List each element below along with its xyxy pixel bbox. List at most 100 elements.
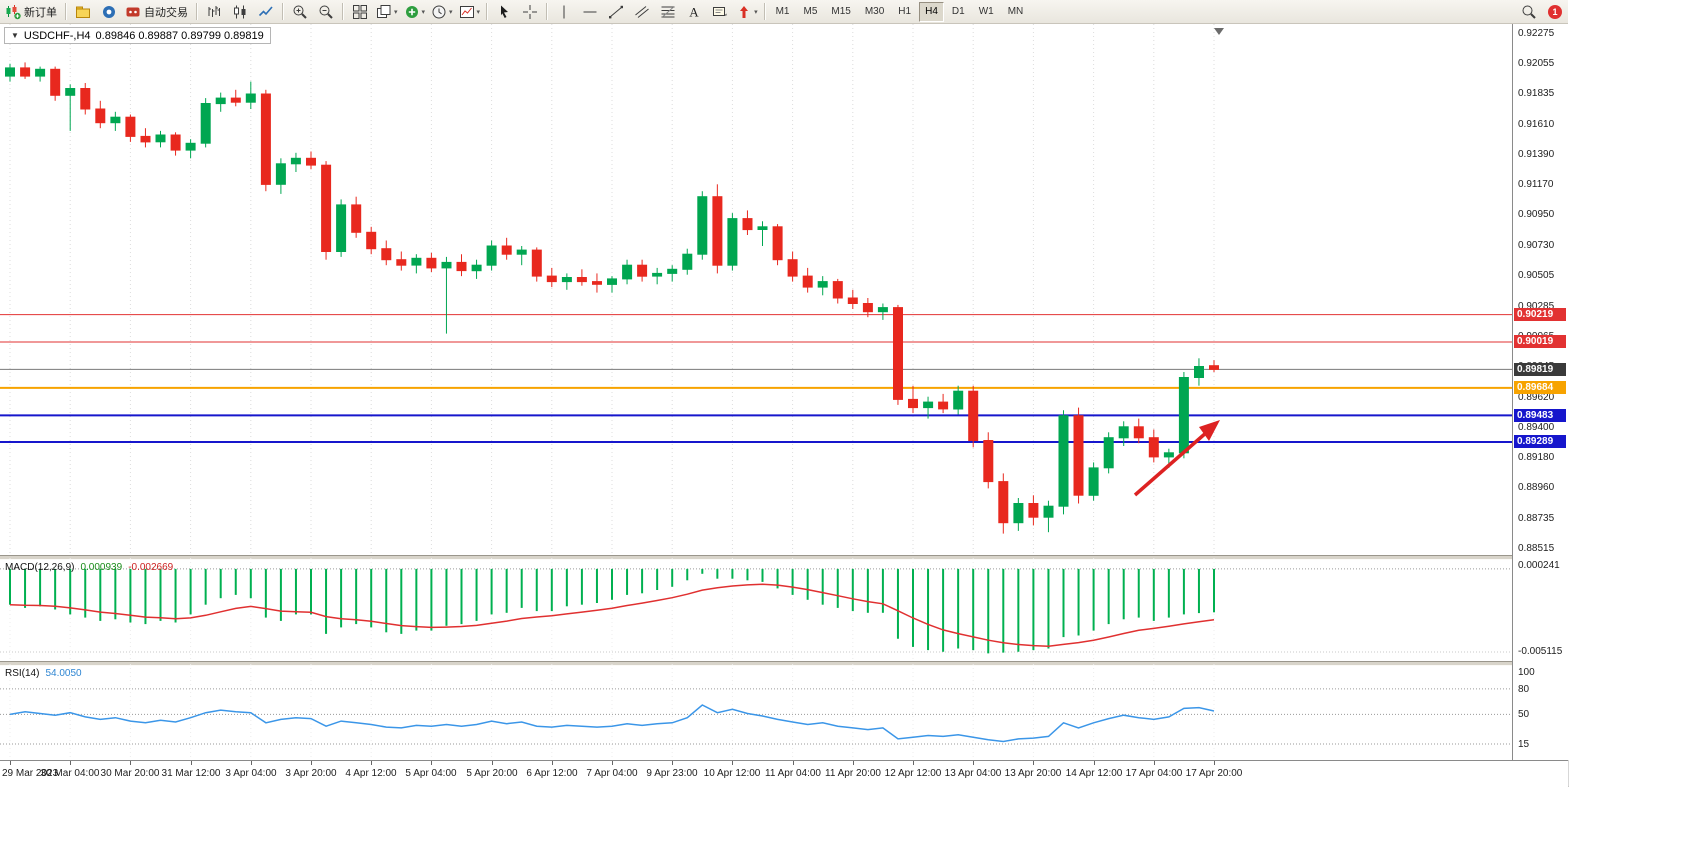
community-icon [103,5,115,18]
crosshair-button[interactable] [517,1,543,23]
charts-profile-button[interactable] [70,1,96,23]
candle-body [757,226,768,231]
price-tick-label: 0.90950 [1518,209,1555,220]
search-button[interactable] [1516,1,1542,23]
clock-icon [432,5,446,18]
timeframe-m1-button[interactable]: M1 [775,6,790,17]
bar-chart-button[interactable] [201,1,227,23]
cascade-windows-icon [377,4,391,18]
timeframe-mn-button[interactable]: MN [1007,6,1024,17]
indicators-button-dropdown-caret[interactable]: ▾ [421,8,426,16]
candle-body [516,249,527,255]
candle-body [1043,505,1054,518]
tile-windows-button[interactable] [347,1,373,23]
fibonacci-icon [661,6,675,17]
timeframe-h1-button[interactable]: H1 [898,6,912,17]
timeframe-m15-button[interactable]: M15 [831,6,851,17]
rsi-line [9,704,1215,743]
support-line-1-price-tag: 0.89483 [1514,409,1566,422]
candle-body [622,264,633,280]
timeframe-w1-button[interactable]: W1 [978,6,994,17]
timeframe-d1-button[interactable]: D1 [951,6,965,17]
price-scale-axis[interactable]: 0.92275 0.92055 0.91835 0.91610 0.91390 0.911… [1512,24,1569,760]
buy-signal-arrow[interactable] [1133,420,1220,497]
templates-button[interactable]: ▾ [456,1,484,23]
svg-text:A: A [689,4,699,19]
time-tick [612,761,613,765]
candle-body [290,157,301,165]
toolbar-separator [342,3,344,20]
candle-body [321,164,332,252]
chart-title-box[interactable]: ▼ USDCHF-,H4 0.89846 0.89887 0.89799 0.8… [4,27,271,44]
time-tick-label: 31 Mar 12:00 [161,768,221,779]
time-tick-label: 6 Apr 12:00 [526,768,578,779]
pane-splitter-rsi[interactable] [0,661,1568,666]
candle-body [1133,426,1144,439]
candle-chart-button[interactable] [227,1,253,23]
pane-splitter-macd[interactable] [0,555,1568,560]
candle-body [441,261,452,269]
time-tick [492,761,493,765]
candle-body [140,135,151,143]
cursor-button[interactable] [491,1,517,23]
time-tick [1214,761,1215,765]
periods-button-dropdown-caret[interactable]: ▾ [449,8,453,16]
community-button[interactable] [96,1,122,23]
candle-body [802,275,813,288]
horizontal-line-icon [583,11,597,12]
price-tick-label: 0.88960 [1518,482,1555,493]
time-tick [1094,761,1095,765]
candle-body [923,401,934,409]
candle-body [908,398,918,409]
main-toolbar: 新订单 自动交易 ▾ ▾ ▾ ▾ A ▾ M1 M5 M15 M30 H1 H4 D1 W1 MN 1 [0,0,1568,24]
trendline-button[interactable] [603,1,629,23]
new-order-button[interactable]: 新订单 [2,1,62,23]
vertical-line-button[interactable] [551,1,577,23]
templates-button-dropdown-caret[interactable]: ▾ [476,8,481,16]
autotrading-button[interactable]: 自动交易 [122,1,193,23]
candle-body [667,268,678,274]
timeframe-m5-button[interactable]: M5 [803,6,818,17]
candle-body [215,97,226,105]
channel-button[interactable] [629,1,655,23]
price-tick-label: 0.91170 [1518,179,1554,190]
time-axis[interactable]: 29 Mar 2023 30 Mar 04:00 30 Mar 20:00 31 Ma… [0,760,1568,787]
chart-shift-marker[interactable] [1214,28,1224,35]
candle-body [35,68,46,77]
arrows-button-dropdown-caret[interactable]: ▾ [754,8,758,16]
line-chart-button[interactable] [253,1,279,23]
candle-body [245,93,256,103]
search-icon [1522,5,1536,19]
time-tick [10,761,11,765]
rsi-scale-label: 100 [1518,667,1535,678]
timeframe-h4-button[interactable]: H4 [919,1,944,22]
cascade-windows-button[interactable]: ▾ [373,1,401,23]
bar-chart-icon [208,5,220,17]
time-tick [311,761,312,765]
indicators-button[interactable]: ▾ [401,1,429,23]
cascade-windows-button-dropdown-caret[interactable]: ▾ [394,8,398,16]
time-tick-label: 3 Apr 04:00 [225,768,277,779]
text-button[interactable]: A [681,1,707,23]
candle-body [200,103,211,144]
notification-badge[interactable]: 1 [1548,5,1562,19]
zoom-in-button[interactable] [287,1,313,23]
zoom-out-button[interactable] [313,1,339,23]
chart-menu-caret[interactable]: ▼ [11,31,19,40]
price-chart-pane: ▼ USDCHF-,H4 0.89846 0.89887 0.89799 0.8… [0,24,1512,555]
time-tick [1154,761,1155,765]
horizontal-line-button[interactable] [577,1,603,23]
candle-body [1073,415,1084,496]
fibonacci-button[interactable] [655,1,681,23]
candle-body [1178,377,1189,454]
timeframe-m30-button[interactable]: M30 [864,6,885,17]
time-tick-label: 11 Apr 04:00 [765,768,821,779]
ohlc-values: 0.89846 0.89887 0.89799 0.89819 [95,29,264,42]
candle-body [832,281,843,299]
time-tick-label: 14 Apr 12:00 [1065,768,1123,779]
periods-button[interactable]: ▾ [428,1,456,23]
candle-body [396,259,407,266]
candle-body [336,204,347,252]
text-label-button[interactable] [707,1,733,23]
arrows-button[interactable]: ▾ [733,1,761,23]
